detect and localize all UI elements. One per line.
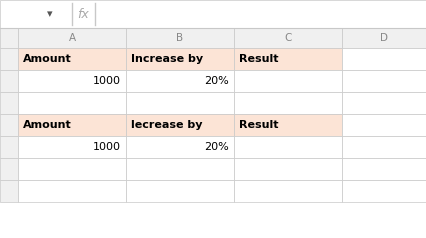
Text: Increase by: Increase by [131,54,203,64]
Bar [126,180,234,202]
Bar [126,114,234,136]
Bar [234,114,342,136]
Bar [18,136,126,158]
Text: A: A [69,33,75,43]
Bar [18,114,126,136]
Text: Amount: Amount [23,54,72,64]
Text: Result: Result [239,54,279,64]
Bar [18,48,126,70]
Bar [342,136,426,158]
Bar [0,70,18,92]
Bar [234,48,342,70]
Bar [234,28,342,48]
Bar [342,28,426,48]
Bar [0,180,18,202]
Text: 1000: 1000 [93,76,121,86]
Text: 20%: 20% [204,76,229,86]
Bar [18,158,126,180]
Bar [18,92,126,114]
Bar [234,136,342,158]
Bar [18,180,126,202]
Text: ▾: ▾ [47,9,53,19]
Bar [234,92,342,114]
Bar [18,70,126,92]
Bar [0,0,426,28]
Bar [126,70,234,92]
Bar [126,136,234,158]
Bar [342,92,426,114]
Bar [234,180,342,202]
Text: 1000: 1000 [93,142,121,152]
Bar [0,28,18,48]
Bar [0,114,18,136]
Text: Amount: Amount [23,120,72,130]
Bar [234,70,342,92]
Bar [342,48,426,70]
Text: lecrease by: lecrease by [131,120,202,130]
Text: 20%: 20% [204,142,229,152]
Bar [126,92,234,114]
Bar [0,158,18,180]
Bar [342,70,426,92]
Bar [0,28,426,48]
Text: fx: fx [77,8,89,20]
Bar [0,48,18,70]
Bar [126,158,234,180]
Bar [234,158,342,180]
Bar [126,28,234,48]
Text: B: B [176,33,184,43]
Bar [126,48,234,70]
Text: C: C [284,33,292,43]
Text: Result: Result [239,120,279,130]
Bar [0,92,18,114]
Bar [342,158,426,180]
Text: D: D [380,33,388,43]
Bar [342,114,426,136]
Bar [342,180,426,202]
Bar [0,136,18,158]
Bar [18,28,126,48]
